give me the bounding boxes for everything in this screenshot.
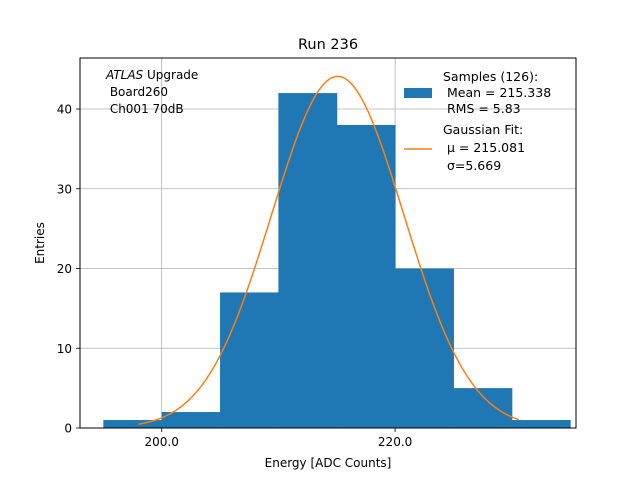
histogram-bars [103,93,571,428]
histogram-bar-7 [453,388,513,428]
legend: Samples (126): Mean = 215.338 RMS = 5.83… [404,69,551,173]
histogram-bar-5 [336,124,396,428]
y-tick-label: 10 [57,342,72,356]
chart-title: Run 236 [298,37,358,53]
x-axis: 200.0 220.0 [145,428,412,449]
x-tick-label: 200.0 [145,435,179,449]
legend-fit-line-3: σ=5.669 [443,158,501,173]
legend-hist-line-1: Samples (126): [443,69,538,84]
y-axis: 0 10 20 30 40 [57,103,80,436]
y-axis-label: Entries [33,222,47,264]
atlas-annotation: ATLAS Upgrade Board260 Ch001 70dB [105,68,198,116]
annotation-line-1: ATLAS Upgrade [105,68,198,82]
y-tick-label: 30 [57,182,72,196]
y-tick-label: 20 [57,262,72,276]
gaussian-fit [138,75,520,425]
gaussian-fit-curve [138,75,520,425]
x-axis-label: Energy [ADC Counts] [265,456,392,470]
histogram-bar-6 [395,268,454,428]
histogram-bar-3 [220,292,279,428]
annotation-atlas: ATLAS [105,68,144,82]
legend-hist-line-2: Mean = 215.338 [443,85,551,100]
histogram-bar-4 [278,93,338,428]
plot-frame [79,57,577,429]
legend-hist-swatch [404,88,432,98]
legend-hist-line-3: RMS = 5.83 [443,101,521,116]
annotation-line-3: Ch001 70dB [106,102,184,116]
y-tick-label: 0 [64,422,72,436]
legend-fit-line-2: μ = 215.081 [443,140,525,155]
histogram-bar-2 [161,412,221,428]
annotation-upgrade: Upgrade [143,68,198,82]
x-tick-label: 220.0 [378,435,412,449]
legend-fit-line-1: Gaussian Fit: [443,122,523,137]
histogram-bar-1 [103,420,163,428]
annotation-line-2: Board260 [106,85,168,99]
histogram-bar-8 [511,420,571,428]
y-tick-label: 40 [57,103,72,117]
